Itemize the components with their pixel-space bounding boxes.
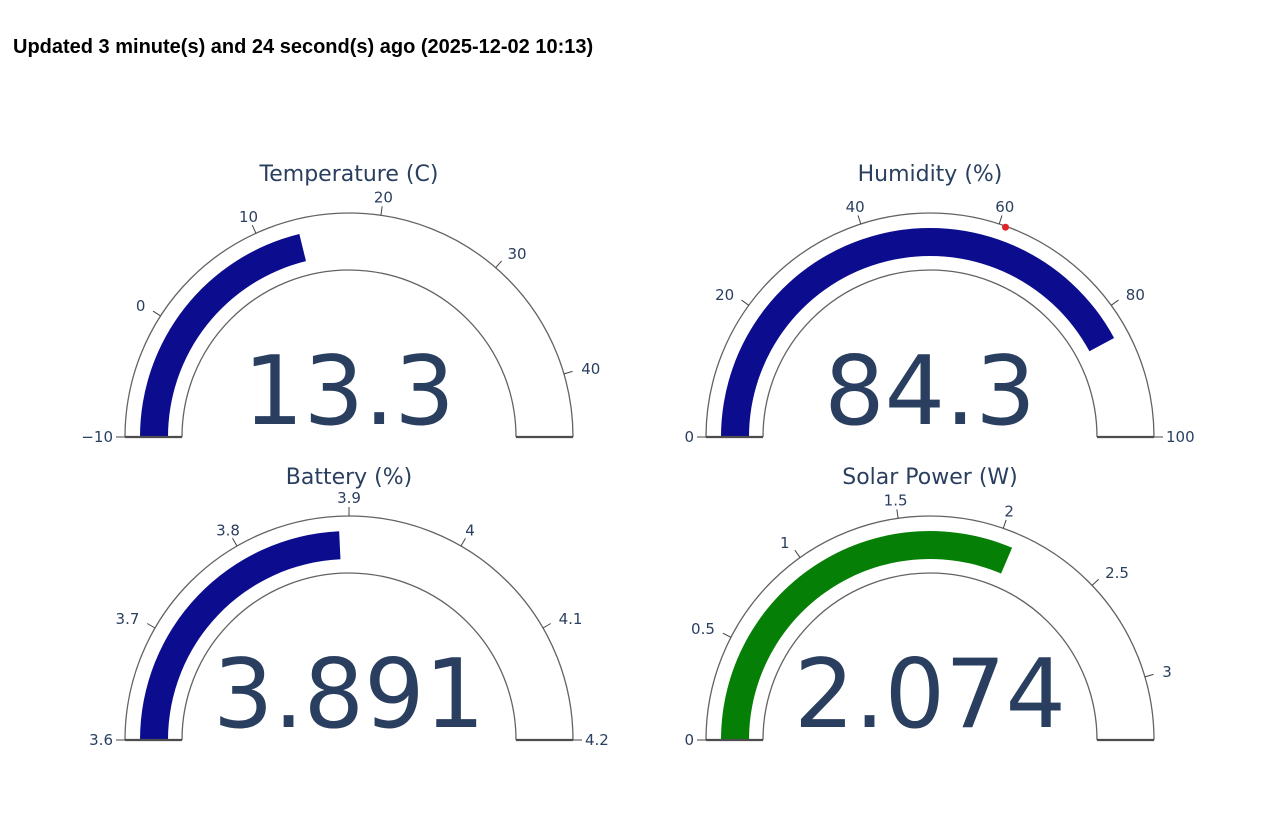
gauge-ring-inner xyxy=(762,269,1098,438)
gauge-ring-outer xyxy=(705,212,1155,438)
gauge-battery: 3.6 3.7 3.8 3.9 4 4.1 4.2 3.891 Battery (%) xyxy=(89,465,609,750)
gauge-value: 13.3 xyxy=(243,337,455,447)
gauge-tick xyxy=(1091,578,1099,586)
gauge-value: 3.891 xyxy=(213,640,485,750)
gauge-solar-power-w: 0 0.5 1 1.5 2 2.5 3 2.074 Solar Power (W) xyxy=(684,465,1171,750)
gauge-bar xyxy=(140,531,341,740)
gauge-tick xyxy=(722,632,732,638)
gauge-tick-label: 3 xyxy=(1162,663,1172,681)
gauge-tick-label: 3.8 xyxy=(216,521,240,539)
gauge-tick-label: 20 xyxy=(715,286,734,304)
gauge-tick-label: 10 xyxy=(239,208,258,226)
gauge-tick xyxy=(460,537,466,547)
gauge-tick xyxy=(741,299,750,306)
gauge-bar xyxy=(721,227,1115,437)
gauge-tick xyxy=(794,549,801,558)
gauge-tick-label: 60 xyxy=(995,198,1014,216)
gauge-tick xyxy=(1002,519,1007,529)
gauge-tick-label: 40 xyxy=(581,360,600,378)
gauge-bar xyxy=(140,233,306,437)
gauge-tick xyxy=(251,224,257,234)
gauge-tick-label: 3.7 xyxy=(116,610,140,628)
gauge-tick-label: 1 xyxy=(780,534,790,552)
gauge-tick-label: 80 xyxy=(1126,286,1145,304)
gauge-ring-outer xyxy=(124,515,574,741)
gauge-ring-inner xyxy=(181,572,517,741)
gauge-value: 2.074 xyxy=(794,640,1066,750)
gauge-tick-label: 3.6 xyxy=(89,731,113,749)
last-updated-text: Updated 3 minute(s) and 24 second(s) ago… xyxy=(13,36,594,58)
gauge-tick-label: 0.5 xyxy=(691,620,715,638)
gauge-title: Battery (%) xyxy=(286,465,413,490)
gauge-tick-label: 2 xyxy=(1004,502,1014,520)
gauge-temperature-c: −10 0 10 20 30 40 13.3 Temperature (C) xyxy=(81,162,600,447)
gauge-bar xyxy=(721,531,1013,740)
gauge-ring-inner xyxy=(181,269,517,438)
gauge-tick-label: 0 xyxy=(136,297,146,315)
gauge-humidity: 0 20 40 60 80 100 84.3 Humidity (%) xyxy=(684,162,1194,447)
gauge-title: Temperature (C) xyxy=(259,162,439,187)
gauge-tick-label: 0 xyxy=(684,731,694,749)
gauge-tick xyxy=(232,537,238,547)
gauge-tick xyxy=(1110,299,1119,306)
gauge-tick-label: −10 xyxy=(81,428,113,446)
gauge-tick-label: 40 xyxy=(846,198,865,216)
gauge-threshold-marker xyxy=(1002,223,1009,231)
gauge-tick xyxy=(380,206,383,216)
gauge-tick xyxy=(146,623,156,629)
gauge-ring-outer xyxy=(124,212,574,438)
gauge-tick-label: 3.9 xyxy=(337,489,361,507)
gauge-tick-label: 4.1 xyxy=(559,610,583,628)
gauge-tick-label: 1.5 xyxy=(884,492,908,510)
gauge-tick-label: 30 xyxy=(508,245,527,263)
gauge-ring-outer xyxy=(705,515,1155,741)
gauge-tick-label: 100 xyxy=(1166,428,1195,446)
gauge-tick-label: 4 xyxy=(465,521,475,539)
gauge-tick-label: 0 xyxy=(684,428,694,446)
gauge-tick xyxy=(1144,673,1154,678)
gauge-title: Solar Power (W) xyxy=(842,465,1017,490)
gauge-title: Humidity (%) xyxy=(858,162,1003,187)
gauge-tick xyxy=(495,260,502,269)
gauge-tick xyxy=(542,623,552,629)
gauge-tick-label: 2.5 xyxy=(1105,564,1129,582)
gauge-tick xyxy=(998,215,1003,225)
gauge-tick-label: 20 xyxy=(374,189,393,207)
gauge-value: 84.3 xyxy=(824,337,1036,447)
gauge-tick xyxy=(152,310,161,317)
gauge-ring-inner xyxy=(762,572,1098,741)
gauge-tick-label: 4.2 xyxy=(585,731,609,749)
gauge-tick xyxy=(857,215,862,225)
gauge-tick xyxy=(563,370,573,375)
gauge-tick xyxy=(896,509,899,519)
